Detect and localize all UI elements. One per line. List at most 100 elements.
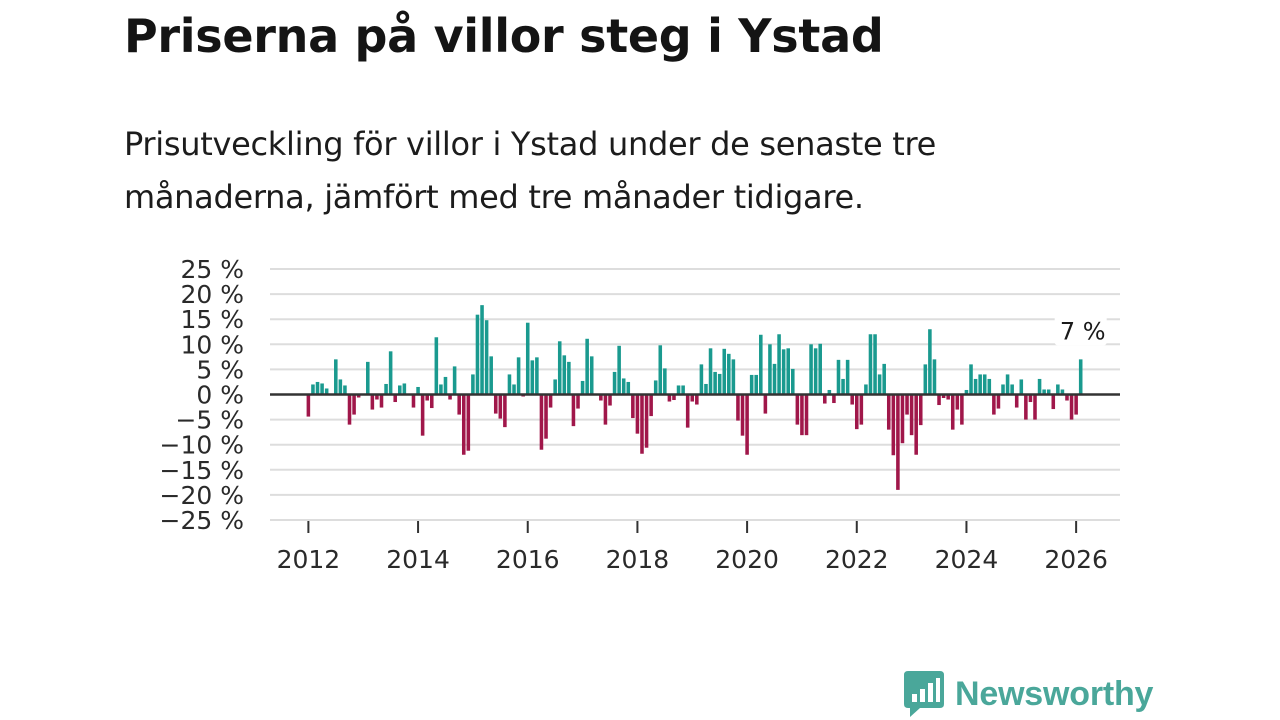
data-bar [443,376,448,395]
data-bar [663,368,667,395]
data-bar [987,378,992,395]
data-bar [845,359,850,395]
data-bar [658,345,663,395]
data-bar [585,338,589,395]
data-bar [571,394,576,427]
y-tick-label: 25 % [180,255,244,284]
data-bar [398,385,402,395]
data-bar [439,384,443,395]
data-bar [690,394,695,402]
data-bar [914,394,918,455]
x-tick-label: 2020 [715,545,779,574]
data-bar [567,361,571,395]
x-tick-label: 2014 [386,545,450,574]
data-bar [795,394,800,425]
data-bar [466,394,471,451]
data-bar [973,378,978,395]
data-bar [338,379,343,395]
data-bar [640,394,644,454]
data-bar [631,394,635,419]
data-bar [685,394,690,428]
data-bar [740,394,745,436]
data-bar [402,383,407,395]
data-bar [635,394,640,434]
x-tick-label: 2012 [277,545,341,574]
data-bar [544,394,548,439]
data-bar [653,380,658,395]
data-bar [791,368,795,395]
data-bar [882,363,886,395]
data-bar [557,341,562,395]
data-bar [352,394,356,415]
data-bar [379,394,384,408]
data-bar [434,337,439,395]
brand-logo: Newsworthy [903,670,1153,718]
annotation-label: 7 % [1060,317,1106,345]
data-bar [918,394,923,426]
y-tick-label: −5 % [175,406,244,435]
data-bar [736,394,740,421]
data-bar [343,385,347,395]
chart-title: Priserna på villor steg i Ystad [124,9,884,63]
data-bar [695,394,699,405]
data-bar [580,380,585,395]
data-bar [960,394,964,425]
data-bar [429,394,434,409]
data-bar [1019,379,1024,395]
data-bar [928,329,932,395]
data-bar [964,389,969,395]
data-bar [891,394,896,456]
data-bar [608,394,612,406]
data-bar [420,394,425,436]
data-bar [905,394,909,415]
y-tick-label: −20 % [160,481,244,510]
data-bar [507,374,512,395]
data-bar [416,386,420,395]
chart-subtitle: Prisutveckling för villor i Ystad under … [124,125,937,216]
data-bar [1028,394,1033,403]
data-bar [1024,394,1028,420]
data-bar [708,348,713,395]
y-tick-label: 20 % [180,280,244,309]
data-bar [1001,384,1005,395]
data-bar [868,334,873,395]
data-bar [512,384,516,395]
data-bar [873,334,877,395]
data-bar [644,394,649,448]
data-bar [626,381,631,395]
data-bar [854,394,859,430]
data-bar [1010,384,1014,395]
data-bar [576,394,580,409]
data-bar [1005,374,1010,395]
data-bar [722,348,727,395]
x-tick-label: 2024 [935,545,999,574]
data-bar [713,371,717,395]
data-bar [530,360,535,395]
data-bar [334,359,338,395]
data-bar [649,394,653,417]
data-bar [480,305,484,395]
data-bar [548,394,553,408]
data-bar [1069,394,1074,420]
data-bar [800,394,804,436]
data-bar [864,384,868,395]
data-bar [448,394,452,400]
data-bar [1078,359,1083,395]
data-bar [525,322,530,395]
y-tick-label: −10 % [160,431,244,460]
data-bar [941,394,946,399]
data-bar [992,394,996,415]
data-bar [599,394,603,401]
data-bar [457,394,461,415]
data-bar [320,383,324,395]
data-bar [699,364,704,395]
data-bar [1074,394,1078,415]
data-bar [781,349,786,395]
x-tick-label: 2018 [606,545,670,574]
data-bar [484,320,489,395]
data-bar [347,394,352,425]
data-bar [996,394,1001,409]
data-bar [315,381,320,395]
data-bar [809,344,813,395]
data-bar [603,394,608,425]
